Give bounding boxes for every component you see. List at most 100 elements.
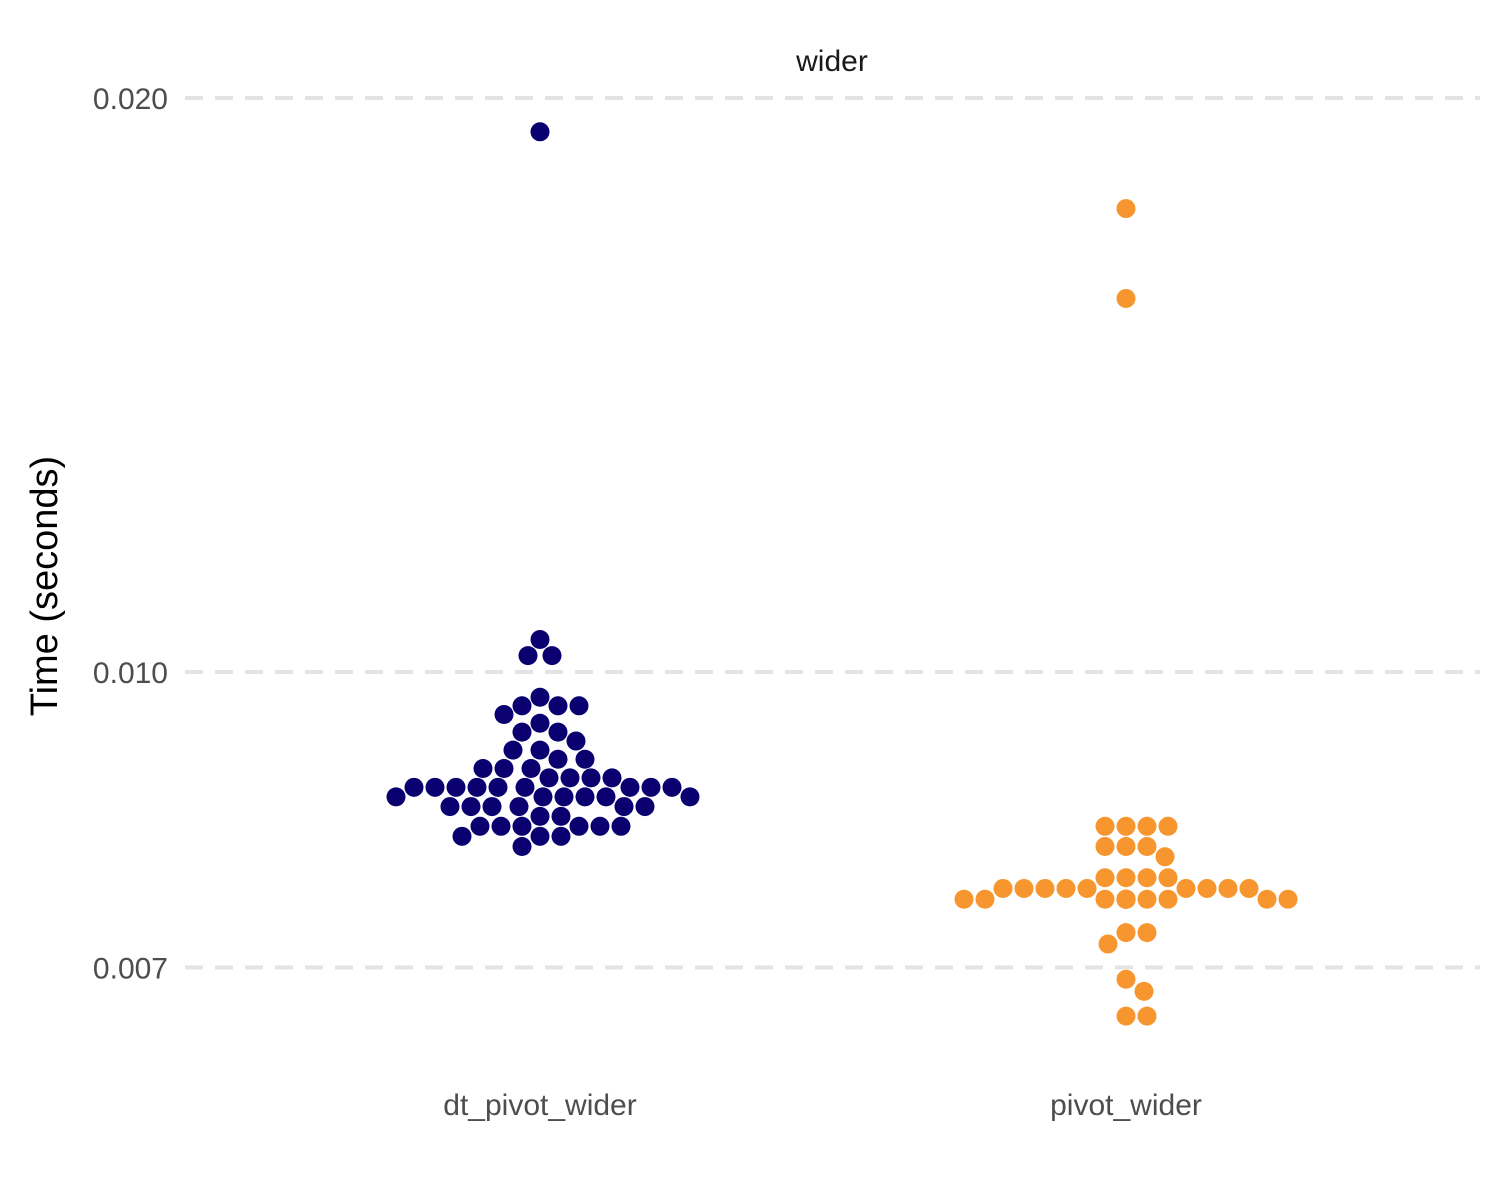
data-point-dt_pivot_wider <box>530 826 550 846</box>
data-point-dt_pivot_wider <box>512 722 532 742</box>
data-point-dt_pivot_wider <box>494 759 514 779</box>
y-tick-label: 0.020 <box>93 83 168 116</box>
data-point-dt_pivot_wider <box>440 797 460 817</box>
data-point-pivot_wider <box>1155 847 1175 867</box>
data-point-dt_pivot_wider <box>569 816 589 836</box>
data-point-dt_pivot_wider <box>551 826 571 846</box>
data-point-dt_pivot_wider <box>512 816 532 836</box>
data-point-pivot_wider <box>1116 889 1136 909</box>
y-axis-title: Time (seconds) <box>24 456 66 716</box>
data-point-dt_pivot_wider <box>620 777 640 797</box>
data-point-dt_pivot_wider <box>521 759 541 779</box>
data-point-dt_pivot_wider <box>491 816 511 836</box>
data-point-dt_pivot_wider <box>470 816 490 836</box>
data-point-pivot_wider <box>1095 868 1115 888</box>
data-point-pivot_wider <box>1116 1006 1136 1026</box>
data-point-dt_pivot_wider <box>548 749 568 769</box>
data-point-dt_pivot_wider <box>533 787 553 807</box>
data-point-dt_pivot_wider <box>680 787 700 807</box>
data-point-pivot_wider <box>1257 889 1277 909</box>
data-point-dt_pivot_wider <box>473 759 493 779</box>
data-point-pivot_wider <box>1278 889 1298 909</box>
data-point-dt_pivot_wider <box>518 646 538 666</box>
data-point-pivot_wider <box>1014 878 1034 898</box>
data-point-dt_pivot_wider <box>560 768 580 788</box>
data-point-dt_pivot_wider <box>530 713 550 733</box>
data-point-pivot_wider <box>1158 816 1178 836</box>
data-point-pivot_wider <box>1158 889 1178 909</box>
y-axis-ticks: 0.020 0.010 0.007 <box>93 83 168 985</box>
data-point-dt_pivot_wider <box>641 777 661 797</box>
data-point-pivot_wider <box>1137 868 1157 888</box>
data-point-dt_pivot_wider <box>515 777 535 797</box>
data-point-dt_pivot_wider <box>530 687 550 707</box>
data-point-pivot_wider <box>1137 923 1157 943</box>
data-point-dt_pivot_wider <box>425 777 445 797</box>
data-point-pivot_wider <box>993 878 1013 898</box>
data-point-dt_pivot_wider <box>611 816 631 836</box>
x-tick-label: pivot_wider <box>1050 1089 1202 1122</box>
data-point-pivot_wider <box>1095 889 1115 909</box>
data-point-pivot_wider <box>1116 836 1136 856</box>
data-point-dt_pivot_wider <box>551 806 571 826</box>
data-point-dt_pivot_wider <box>482 797 502 817</box>
data-point-dt_pivot_wider <box>575 787 595 807</box>
data-point-dt_pivot_wider <box>494 704 514 724</box>
data-point-dt_pivot_wider <box>575 749 595 769</box>
data-point-pivot_wider <box>1056 878 1076 898</box>
data-point-dt_pivot_wider <box>530 806 550 826</box>
data-point-dt_pivot_wider <box>503 740 523 760</box>
data-point-dt_pivot_wider <box>512 836 532 856</box>
data-point-pivot_wider <box>1116 199 1136 219</box>
data-point-pivot_wider <box>1137 889 1157 909</box>
data-point-dt_pivot_wider <box>548 696 568 716</box>
data-point-dt_pivot_wider <box>530 630 550 650</box>
data-point-dt_pivot_wider <box>467 777 487 797</box>
data-point-pivot_wider <box>1137 816 1157 836</box>
data-point-dt_pivot_wider <box>635 797 655 817</box>
data-point-dt_pivot_wider <box>452 826 472 846</box>
data-point-pivot_wider <box>1095 836 1115 856</box>
gridlines <box>185 96 1480 970</box>
data-point-dt_pivot_wider <box>488 777 508 797</box>
data-point-dt_pivot_wider <box>569 696 589 716</box>
data-point-pivot_wider <box>1134 981 1154 1001</box>
data-point-dt_pivot_wider <box>602 768 622 788</box>
data-point-dt_pivot_wider <box>548 722 568 742</box>
data-point-dt_pivot_wider <box>566 731 586 751</box>
data-point-dt_pivot_wider <box>446 777 466 797</box>
data-point-dt_pivot_wider <box>512 696 532 716</box>
data-point-pivot_wider <box>1116 868 1136 888</box>
data-point-pivot_wider <box>1137 1006 1157 1026</box>
y-tick-label: 0.007 <box>93 952 168 985</box>
data-point-pivot_wider <box>1116 923 1136 943</box>
data-point-dt_pivot_wider <box>386 787 406 807</box>
data-point-pivot_wider <box>1239 878 1259 898</box>
data-point-dt_pivot_wider <box>614 797 634 817</box>
data-point-pivot_wider <box>1158 868 1178 888</box>
data-point-pivot_wider <box>975 889 995 909</box>
data-point-dt_pivot_wider <box>509 797 529 817</box>
data-point-dt_pivot_wider <box>581 768 601 788</box>
data-point-pivot_wider <box>1095 816 1115 836</box>
facet-title: wider <box>795 45 868 78</box>
data-point-dt_pivot_wider <box>590 816 610 836</box>
data-point-dt_pivot_wider <box>461 797 481 817</box>
data-point-pivot_wider <box>1116 969 1136 989</box>
data-point-dt_pivot_wider <box>404 777 424 797</box>
data-point-pivot_wider <box>1035 878 1055 898</box>
y-tick-label: 0.010 <box>93 657 168 690</box>
data-point-pivot_wider <box>1098 934 1118 954</box>
data-point-pivot_wider <box>1137 836 1157 856</box>
data-point-pivot_wider <box>1176 878 1196 898</box>
data-point-pivot_wider <box>1116 288 1136 308</box>
data-points <box>386 122 1298 1026</box>
x-tick-label: dt_pivot_wider <box>443 1089 636 1122</box>
data-point-pivot_wider <box>1116 816 1136 836</box>
data-point-dt_pivot_wider <box>530 740 550 760</box>
data-point-dt_pivot_wider <box>554 787 574 807</box>
data-point-dt_pivot_wider <box>539 768 559 788</box>
data-point-dt_pivot_wider <box>662 777 682 797</box>
data-point-pivot_wider <box>954 889 974 909</box>
